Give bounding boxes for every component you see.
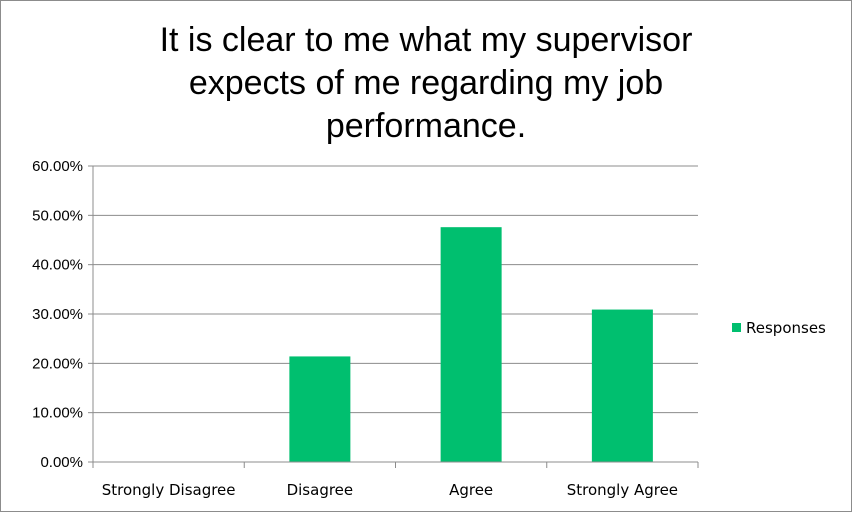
y-tick-label: 40.00% [32,257,83,274]
axis-labels: 0.00% 10.00% 20.00% 30.00% 40.00% 50.00% 60.00… [32,158,678,499]
y-tick-label: 10.00% [32,405,83,422]
x-category-label: Disagree [287,481,354,499]
x-category-label: Strongly Agree [567,481,678,499]
y-tick-label: 50.00% [32,207,83,224]
legend-label: Responses [746,319,826,337]
legend: Responses [732,319,826,337]
legend-swatch [732,323,741,332]
x-category-label: Agree [449,481,493,499]
y-tick-label: 20.00% [32,355,83,372]
y-tick-label: 30.00% [32,306,83,323]
y-tick-label: 60.00% [32,158,83,175]
y-tick-label: 0.00% [40,454,83,471]
bar [591,309,653,462]
chart-title-line-1: It is clear to me what my supervisor [159,21,693,59]
bar [440,227,502,462]
chart-title-line-2: expects of me regarding my job [188,64,664,102]
axes [88,165,699,468]
x-category-label: Strongly Disagree [102,481,236,499]
bar [289,356,351,462]
bars [289,227,653,462]
chart-title: It is clear to me what my supervisor exp… [101,19,751,148]
chart-title-line-3: performance. [325,107,527,145]
